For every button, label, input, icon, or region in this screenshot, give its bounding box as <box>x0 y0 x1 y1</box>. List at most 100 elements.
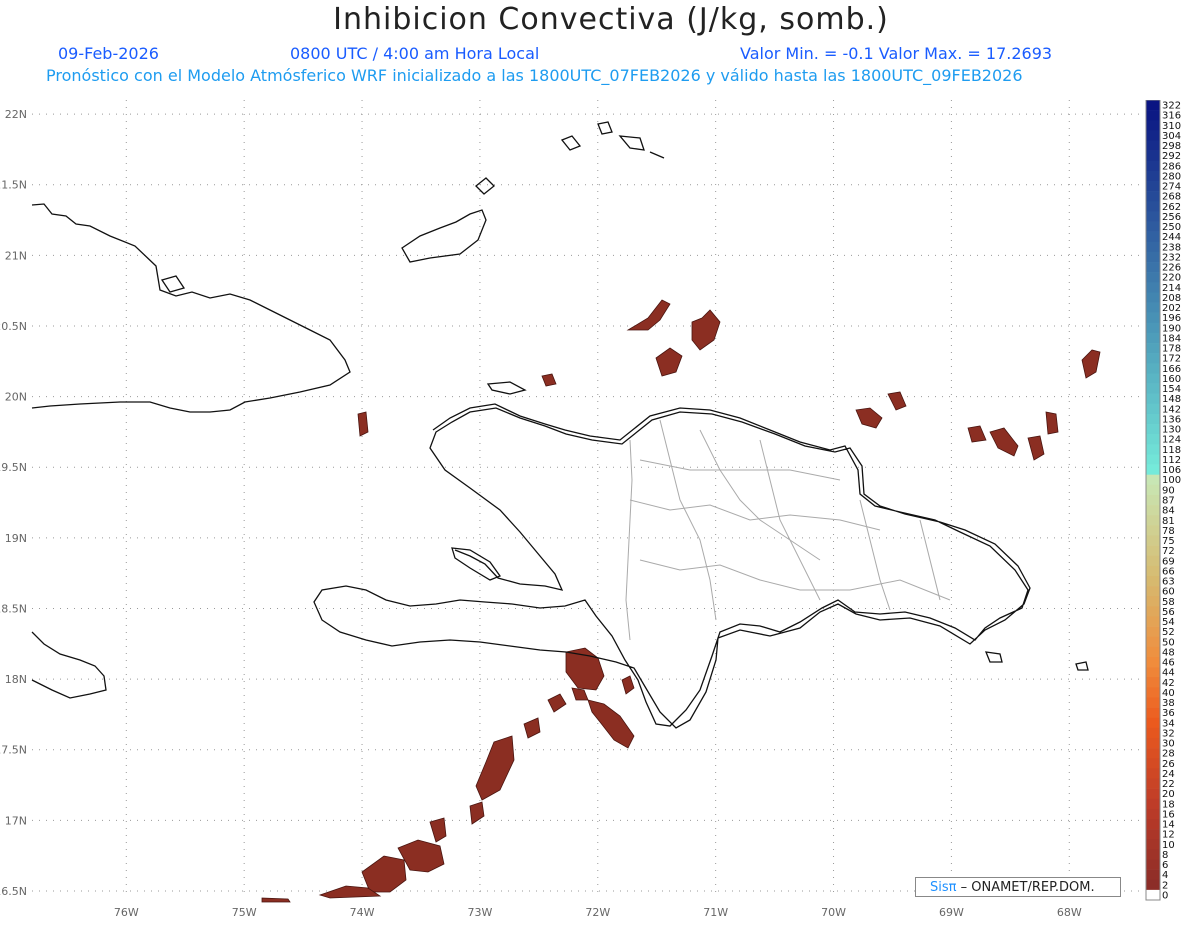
colorbar-swatch <box>1146 778 1160 789</box>
colorbar-swatch <box>1146 758 1160 769</box>
colorbar-swatch <box>1146 363 1160 374</box>
colorbar-swatch <box>1146 383 1160 394</box>
colorbar-label: 52 <box>1162 627 1175 638</box>
colorbar-swatch <box>1146 555 1160 567</box>
colorbar-label: 34 <box>1162 718 1175 729</box>
colorbar-label: 14 <box>1162 820 1175 831</box>
colorbar-label: 44 <box>1162 668 1175 679</box>
lat-tick-label: 18.5N <box>0 602 27 615</box>
colorbar-label: 36 <box>1162 708 1175 719</box>
colorbar-swatch <box>1146 839 1160 850</box>
colorbar-label: 136 <box>1162 414 1181 425</box>
lon-tick-label: 76W <box>114 906 139 919</box>
forecast-date: 09-Feb-2026 <box>58 44 159 63</box>
colorbar-swatch <box>1146 626 1160 638</box>
colorbar-swatch <box>1146 312 1160 324</box>
province-borders <box>625 419 951 641</box>
colorbar-swatch <box>1146 707 1160 719</box>
colorbar-swatch <box>1146 748 1160 759</box>
lat-tick-label: 20N <box>5 391 27 404</box>
colorbar-swatch <box>1146 434 1160 445</box>
colorbar-swatch <box>1146 343 1160 354</box>
colorbar-swatch <box>1146 788 1160 800</box>
colorbar-label: 148 <box>1162 394 1181 405</box>
colorbar-label: 87 <box>1162 496 1175 507</box>
lon-tick-label: 69W <box>939 906 964 919</box>
colorbar-border <box>1145 100 1161 901</box>
colorbar-swatch <box>1146 646 1160 658</box>
lat-tick-label: 16.5N <box>0 885 27 898</box>
colorbar-label: 190 <box>1162 323 1181 334</box>
colorbar-label: 226 <box>1162 263 1181 274</box>
colorbar-label: 28 <box>1162 749 1175 760</box>
colorbar-swatch <box>1146 697 1160 708</box>
lat-tick-label: 22N <box>5 108 27 121</box>
colorbar-label: 292 <box>1162 151 1181 162</box>
colorbar-swatch <box>1146 727 1160 739</box>
colorbar-label: 78 <box>1162 526 1175 537</box>
colorbar-label: 220 <box>1162 273 1181 284</box>
colorbar-label: 6 <box>1162 860 1168 871</box>
lon-tick-label: 75W <box>232 906 257 919</box>
map-title: Inhibicion Convectiva (J/kg, somb.) <box>333 2 889 37</box>
colorbar-swatch <box>1146 251 1160 263</box>
colorbar-label: 0 <box>1162 890 1168 901</box>
colorbar-label: 60 <box>1162 587 1175 598</box>
colorbar-label: 32 <box>1162 728 1175 739</box>
colorbar-label: 124 <box>1162 435 1181 446</box>
credit-box: Sisπ – ONAMET/REP.DOM. <box>915 877 1121 897</box>
colorbar-label: 12 <box>1162 830 1175 841</box>
lat-tick-label: 20.5N <box>0 320 27 333</box>
lat-tick-label: 21.5N <box>0 179 27 192</box>
colorbar-label: 214 <box>1162 283 1181 294</box>
credit-text: – ONAMET/REP.DOM. <box>960 880 1095 895</box>
colorbar-swatch <box>1146 262 1160 273</box>
lat-tick-label: 19.5N <box>0 461 27 474</box>
colorbar-label: 316 <box>1162 111 1181 122</box>
inhibition-shading <box>261 299 1101 903</box>
colorbar-label: 20 <box>1162 789 1175 800</box>
colorbar-label: 118 <box>1162 445 1181 456</box>
colorbar-swatch <box>1146 464 1160 475</box>
colorbar-swatch <box>1146 484 1160 496</box>
sis-logo: Sisπ <box>930 880 957 895</box>
colorbar-label: 184 <box>1162 333 1181 344</box>
colorbar-swatch <box>1146 272 1160 283</box>
colorbar-swatch <box>1146 221 1160 232</box>
colorbar-swatch <box>1146 403 1160 415</box>
colorbar-label: 30 <box>1162 739 1175 750</box>
colorbar-label: 90 <box>1162 485 1175 496</box>
colorbar-swatch <box>1146 505 1160 516</box>
lat-tick-label: 19N <box>5 532 27 545</box>
colorbar-swatch <box>1146 110 1160 121</box>
colorbar-swatch <box>1146 100 1160 111</box>
lon-tick-label: 74W <box>350 906 375 919</box>
colorbar-swatch <box>1146 717 1160 729</box>
colorbar-label: 56 <box>1162 607 1175 618</box>
colorbar-label: 42 <box>1162 678 1175 689</box>
colorbar-swatch <box>1146 515 1160 526</box>
colorbar-swatch <box>1146 565 1160 577</box>
colorbar-swatch <box>1146 140 1160 151</box>
lon-tick-label: 70W <box>821 906 846 919</box>
colorbar-label: 112 <box>1162 455 1181 466</box>
colorbar-label: 72 <box>1162 546 1175 557</box>
colorbar-swatch <box>1146 170 1160 182</box>
colorbar-label: 160 <box>1162 374 1181 385</box>
forecast-time: 0800 UTC / 4:00 am Hora Local <box>290 44 540 63</box>
colorbar-swatch <box>1146 616 1160 627</box>
colorbar-label: 8 <box>1162 850 1168 861</box>
colorbar-label: 262 <box>1162 202 1181 213</box>
colorbar-label: 46 <box>1162 658 1175 669</box>
colorbar-swatch <box>1146 150 1160 162</box>
colorbar-label: 286 <box>1162 161 1181 172</box>
colorbar-label: 172 <box>1162 354 1181 365</box>
colorbar-swatch <box>1146 413 1160 425</box>
colorbar-label: 75 <box>1162 536 1175 547</box>
colorbar-swatch <box>1146 241 1160 253</box>
colorbar-label: 142 <box>1162 404 1181 415</box>
colorbar-label: 10 <box>1162 840 1175 851</box>
colorbar-label: 250 <box>1162 222 1181 233</box>
colorbar-label: 202 <box>1162 303 1181 314</box>
colorbar-swatch <box>1146 211 1160 222</box>
